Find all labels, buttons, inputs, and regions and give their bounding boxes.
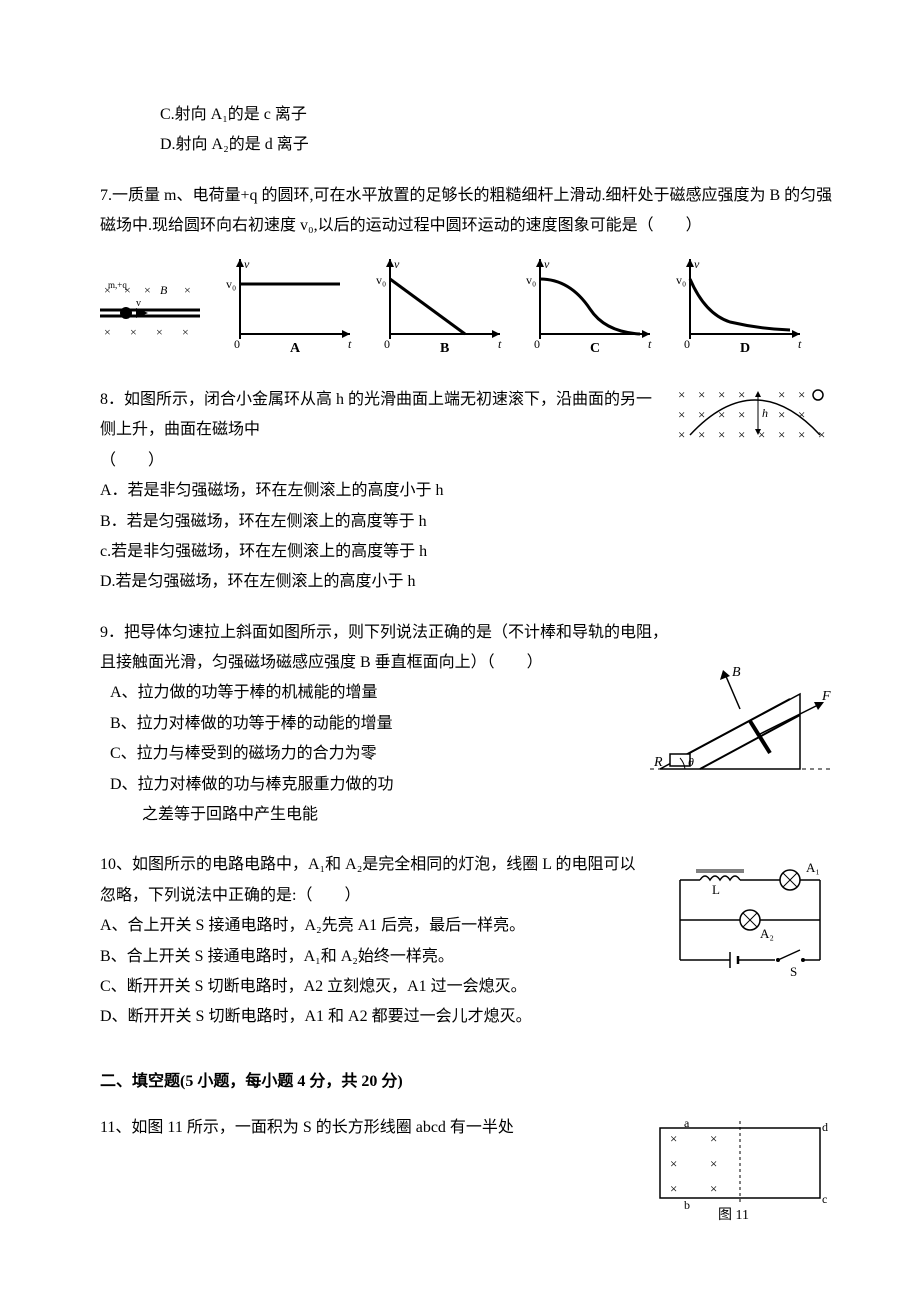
svg-text:v: v bbox=[244, 257, 250, 271]
q7-graph-c: v₀ v t 0 C bbox=[520, 254, 660, 365]
svg-text:×: × bbox=[738, 387, 745, 402]
svg-text:d: d bbox=[822, 1120, 828, 1134]
question-8: ××× ××× ××× ××× ××× ××× ×× h 8．如图所示，闭合小金… bbox=[100, 385, 840, 598]
q7-graph-a: v₀ v t 0 A bbox=[220, 254, 360, 365]
svg-text:×: × bbox=[144, 283, 151, 297]
svg-text:t: t bbox=[498, 337, 502, 351]
svg-text:S: S bbox=[790, 964, 797, 979]
svg-text:B: B bbox=[160, 283, 168, 297]
svg-text:×: × bbox=[718, 427, 725, 442]
svg-text:c: c bbox=[822, 1192, 827, 1206]
svg-text:v: v bbox=[544, 257, 550, 271]
q6-option-d: D.射向 A₂的是 d 离子 bbox=[100, 130, 840, 160]
question-9: 9．把导体匀速拉上斜面如图所示，则下列说法正确的是（不计棒和导轨的电阻， R B bbox=[100, 618, 840, 831]
svg-text:b: b bbox=[684, 1198, 690, 1212]
q7-graph-b: v₀ v t 0 B bbox=[370, 254, 510, 365]
svg-text:×: × bbox=[698, 427, 705, 442]
q10-diagram: L A₁ A₂ bbox=[660, 860, 840, 991]
svg-text:v: v bbox=[394, 257, 400, 271]
svg-text:D: D bbox=[740, 341, 750, 354]
q6-optC-text: C.射向 A₁的是 c 离子 bbox=[160, 106, 307, 123]
svg-text:R: R bbox=[653, 755, 663, 770]
section-2-title: 二、填空题(5 小题，每小题 4 分，共 20 分) bbox=[100, 1067, 840, 1097]
svg-text:B: B bbox=[732, 665, 741, 680]
question-11: ×× ×× ×× a b d c 图 11 11、如图 11 所示，一面积为 S… bbox=[100, 1113, 840, 1234]
q8-optB: B．若是匀强磁场，环在左侧滚上的高度等于 h bbox=[100, 507, 840, 537]
svg-text:0: 0 bbox=[684, 337, 690, 351]
q6-optD-text: D.射向 A₂的是 d 离子 bbox=[160, 136, 309, 153]
svg-text:F: F bbox=[821, 689, 831, 704]
svg-text:×: × bbox=[104, 325, 111, 339]
q7-diagrams-row: ×× ×× B ×× ×× m,+q v bbox=[100, 254, 840, 365]
svg-text:×: × bbox=[738, 427, 745, 442]
svg-text:v₀: v₀ bbox=[526, 273, 536, 287]
svg-text:×: × bbox=[698, 387, 705, 402]
svg-text:v₀: v₀ bbox=[226, 277, 236, 291]
svg-text:×: × bbox=[710, 1156, 717, 1171]
svg-text:B: B bbox=[440, 341, 449, 354]
svg-text:×: × bbox=[710, 1131, 717, 1146]
svg-text:×: × bbox=[798, 387, 805, 402]
q8-optC: c.若是非匀强磁场，环在左侧滚上的高度等于 h bbox=[100, 537, 840, 567]
svg-text:t: t bbox=[348, 337, 352, 351]
svg-text:t: t bbox=[798, 337, 802, 351]
svg-text:×: × bbox=[182, 325, 189, 339]
svg-text:A₂: A₂ bbox=[760, 926, 774, 941]
q8-diagram: ××× ××× ××× ××× ××× ××× ×× h bbox=[670, 385, 840, 466]
svg-text:×: × bbox=[698, 407, 705, 422]
svg-text:θ: θ bbox=[688, 755, 694, 769]
svg-text:×: × bbox=[184, 283, 191, 297]
svg-text:×: × bbox=[678, 407, 685, 422]
q8-optA: A．若是非匀强磁场，环在左侧滚上的高度小于 h bbox=[100, 476, 840, 506]
q6-option-c: C.射向 A₁的是 c 离子 bbox=[100, 100, 840, 130]
svg-text:0: 0 bbox=[534, 337, 540, 351]
svg-text:a: a bbox=[684, 1116, 690, 1130]
q7-graph-d: v₀ v t 0 D bbox=[670, 254, 810, 365]
svg-text:×: × bbox=[156, 325, 163, 339]
svg-text:×: × bbox=[678, 387, 685, 402]
q9-diagram: R B F θ bbox=[640, 654, 840, 795]
svg-text:L: L bbox=[712, 882, 720, 897]
svg-text:h: h bbox=[762, 406, 768, 420]
svg-text:A: A bbox=[290, 341, 301, 354]
svg-text:×: × bbox=[678, 427, 685, 442]
q9-stem1: 9．把导体匀速拉上斜面如图所示，则下列说法正确的是（不计棒和导轨的电阻， bbox=[100, 618, 840, 648]
svg-text:×: × bbox=[798, 427, 805, 442]
svg-text:0: 0 bbox=[234, 337, 240, 351]
svg-text:v: v bbox=[136, 298, 141, 309]
svg-text:A₁: A₁ bbox=[806, 860, 820, 875]
svg-text:×: × bbox=[670, 1181, 677, 1196]
svg-text:×: × bbox=[778, 387, 785, 402]
svg-text:×: × bbox=[718, 387, 725, 402]
svg-text:×: × bbox=[670, 1131, 677, 1146]
q11-diagram: × × × × × × a b d c 图 11 bbox=[640, 1113, 840, 1234]
q8-optD: D.若是匀强磁场，环在左侧滚上的高度小于 h bbox=[100, 567, 840, 597]
q7-stem: 7.一质量 m、电荷量+q 的圆环,可在水平放置的足够长的粗糙细杆上滑动.细杆处… bbox=[100, 181, 840, 242]
svg-text:v₀: v₀ bbox=[376, 273, 386, 287]
svg-text:0: 0 bbox=[384, 337, 390, 351]
q9-optD2: 之差等于回路中产生电能 bbox=[100, 800, 840, 830]
svg-text:v: v bbox=[694, 257, 700, 271]
svg-text:C: C bbox=[590, 341, 600, 354]
svg-text:×: × bbox=[778, 407, 785, 422]
q10-optD: D、断开开关 S 切断电路时，A1 和 A2 都要过一会儿才熄灭。 bbox=[100, 1002, 840, 1032]
svg-text:图 11: 图 11 bbox=[718, 1208, 749, 1223]
svg-text:m,+q: m,+q bbox=[108, 280, 127, 290]
svg-text:×: × bbox=[670, 1156, 677, 1171]
svg-text:×: × bbox=[778, 427, 785, 442]
svg-text:×: × bbox=[130, 325, 137, 339]
q7-setup-diagram: ×× ×× B ×× ×× m,+q v bbox=[100, 274, 210, 365]
question-7: 7.一质量 m、电荷量+q 的圆环,可在水平放置的足够长的粗糙细杆上滑动.细杆处… bbox=[100, 181, 840, 365]
svg-text:v₀: v₀ bbox=[676, 273, 686, 287]
svg-text:×: × bbox=[738, 407, 745, 422]
svg-text:×: × bbox=[710, 1181, 717, 1196]
svg-text:t: t bbox=[648, 337, 652, 351]
question-10: L A₁ A₂ bbox=[100, 850, 840, 1032]
